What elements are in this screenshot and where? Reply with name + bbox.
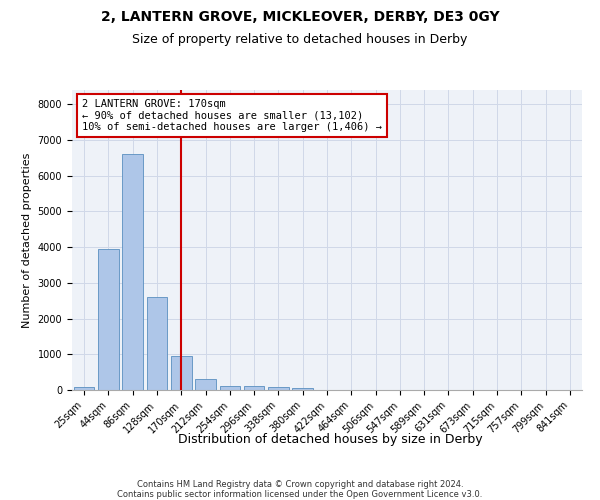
Bar (268, 387, 289, 390)
Bar (98, 249, 119, 390)
Y-axis label: Number of detached properties: Number of detached properties (22, 152, 32, 328)
Bar (220, 386, 240, 390)
Bar (146, 297, 167, 390)
Text: Distribution of detached houses by size in Derby: Distribution of detached houses by size … (178, 432, 482, 446)
Text: 2 LANTERN GROVE: 170sqm
← 90% of detached houses are smaller (13,102)
10% of sem: 2 LANTERN GROVE: 170sqm ← 90% of detache… (82, 99, 382, 132)
Bar (122, 154, 143, 390)
Bar (74, 388, 94, 390)
Bar (292, 388, 313, 390)
Text: 2, LANTERN GROVE, MICKLEOVER, DERBY, DE3 0GY: 2, LANTERN GROVE, MICKLEOVER, DERBY, DE3… (101, 10, 499, 24)
Text: Size of property relative to detached houses in Derby: Size of property relative to detached ho… (133, 32, 467, 46)
Bar (244, 386, 265, 390)
Text: Contains HM Land Registry data © Crown copyright and database right 2024.
Contai: Contains HM Land Registry data © Crown c… (118, 480, 482, 500)
Bar (195, 378, 216, 390)
Bar (171, 356, 191, 390)
